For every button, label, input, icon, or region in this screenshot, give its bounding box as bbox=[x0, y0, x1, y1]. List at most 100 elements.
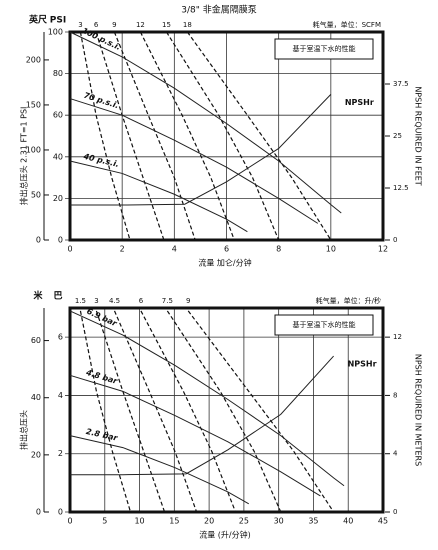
y2-tick-label: 40 bbox=[31, 393, 41, 402]
series-line bbox=[69, 160, 248, 233]
air-curve bbox=[95, 310, 166, 513]
y3-tick-label: 37.5 bbox=[393, 80, 409, 88]
right-axis-label: NPSH REQUIRED IN METERS bbox=[414, 354, 423, 466]
x-tick-label: 40 bbox=[343, 517, 353, 526]
y2-tick-label: 200 bbox=[26, 55, 41, 64]
x-tick-label: 30 bbox=[274, 517, 284, 526]
x-tick-label: 25 bbox=[239, 517, 249, 526]
air-curve bbox=[187, 310, 335, 513]
x-axis-label: 流量 加仑/分钟 bbox=[198, 258, 251, 268]
y2-tick-label: 60 bbox=[31, 336, 41, 345]
x-tick-label: 15 bbox=[169, 517, 179, 526]
series-label: 40 p.s.i. bbox=[82, 152, 120, 169]
y3-tick-label: 12 bbox=[393, 333, 402, 341]
note-box bbox=[274, 314, 374, 336]
air-curve bbox=[79, 31, 131, 241]
air-label: 15 bbox=[162, 21, 171, 29]
x-tick-label: 0 bbox=[67, 245, 72, 254]
air-label: 3 bbox=[94, 297, 98, 305]
y2-unit-label: 米 bbox=[32, 290, 43, 302]
y2-tick-label: 0 bbox=[36, 508, 41, 517]
chart-title: 3/8" 非金属隔膜泵 bbox=[181, 4, 257, 16]
y2-unit-label: 英尺 bbox=[28, 14, 47, 26]
series-line bbox=[69, 310, 345, 487]
air-curve bbox=[79, 310, 132, 513]
y-axis-label: 排出总压头 bbox=[19, 410, 29, 450]
air-label: 7.5 bbox=[162, 297, 173, 305]
y3-tick-label: 8 bbox=[393, 391, 397, 399]
right-axis-label: NPSH REQUIRED IN FEET bbox=[414, 86, 423, 185]
x-tick-label: 8 bbox=[276, 245, 281, 254]
y2-tick-label: 150 bbox=[26, 100, 41, 109]
air-curve bbox=[186, 31, 332, 241]
series-line bbox=[69, 435, 250, 505]
air-label: 9 bbox=[112, 21, 116, 29]
air-label: 6 bbox=[94, 21, 99, 29]
y3-tick-label: 25 bbox=[393, 132, 402, 140]
y-tick-label: 100 bbox=[48, 28, 63, 37]
series-line bbox=[70, 355, 334, 476]
y2-tick-label: 0 bbox=[36, 236, 41, 245]
x-tick-label: 2 bbox=[120, 245, 125, 254]
series-line bbox=[70, 94, 332, 206]
y-tick-label: 4 bbox=[58, 391, 63, 400]
air-curve bbox=[113, 310, 198, 513]
x-tick-label: 10 bbox=[326, 245, 336, 254]
air-curve bbox=[166, 310, 282, 513]
y-tick-label: 0 bbox=[58, 236, 63, 245]
y2-tick-label: 100 bbox=[26, 145, 41, 154]
note: 基于室温下水的性能 bbox=[293, 320, 356, 329]
x-tick-label: 12 bbox=[378, 245, 388, 254]
air-label: 18 bbox=[183, 21, 192, 29]
y-tick-label: 60 bbox=[53, 111, 63, 120]
y3-tick-label: 0 bbox=[393, 236, 397, 244]
y3-tick-label: 0 bbox=[393, 508, 397, 516]
series-label: NPSHr bbox=[348, 360, 377, 369]
air-curve bbox=[139, 31, 235, 241]
x-axis-label: 流量 (升/分钟) bbox=[199, 530, 250, 540]
air-curve bbox=[165, 31, 280, 241]
y-axis-label: 排出总压头 2.31 FT=1 PSI bbox=[19, 107, 29, 206]
y3-tick-label: 12.5 bbox=[393, 184, 409, 192]
air-label: 6 bbox=[139, 297, 144, 305]
x-tick-label: 35 bbox=[308, 517, 318, 526]
y2-tick-label: 20 bbox=[31, 450, 41, 459]
y-tick-label: 0 bbox=[58, 508, 63, 517]
air-label: 1.5 bbox=[75, 297, 86, 305]
air-curve bbox=[140, 310, 237, 513]
x-tick-label: 45 bbox=[378, 517, 388, 526]
air-curve bbox=[95, 31, 165, 241]
note: 基于室温下水的性能 bbox=[293, 44, 356, 53]
series-label: 4.8 bar bbox=[84, 368, 119, 387]
series-label: NPSHr bbox=[345, 98, 374, 107]
y-unit-label: 巴 bbox=[53, 291, 62, 302]
air-curve bbox=[113, 31, 196, 241]
series-line bbox=[69, 374, 321, 497]
plot-frame bbox=[68, 306, 385, 514]
x-tick-label: 20 bbox=[204, 517, 214, 526]
y-tick-label: 20 bbox=[53, 194, 63, 203]
y2-tick-label: 50 bbox=[31, 190, 41, 199]
x-tick-label: 6 bbox=[224, 245, 229, 254]
series-label: 70 p.s.i. bbox=[83, 91, 120, 111]
series-line bbox=[69, 98, 319, 224]
x-tick-label: 5 bbox=[102, 517, 107, 526]
air-label: 9 bbox=[186, 297, 190, 305]
air-label: 4.5 bbox=[109, 297, 120, 305]
x-tick-label: 0 bbox=[67, 517, 72, 526]
air-label: 12 bbox=[136, 21, 145, 29]
y-tick-label: 80 bbox=[53, 69, 63, 78]
y3-tick-label: 4 bbox=[393, 450, 398, 458]
x-tick-label: 4 bbox=[172, 245, 177, 254]
plot-frame bbox=[68, 30, 385, 242]
series-line bbox=[69, 31, 342, 214]
x-tick-label: 10 bbox=[134, 517, 144, 526]
top-label: 耗气量，单位：升/秒 bbox=[316, 296, 381, 305]
y-tick-label: 6 bbox=[58, 333, 63, 342]
y-tick-label: 2 bbox=[58, 449, 63, 458]
air-label: 3 bbox=[78, 21, 82, 29]
note-box bbox=[274, 38, 374, 60]
y-unit-label: PSI bbox=[50, 16, 66, 26]
y-tick-label: 40 bbox=[53, 152, 63, 161]
